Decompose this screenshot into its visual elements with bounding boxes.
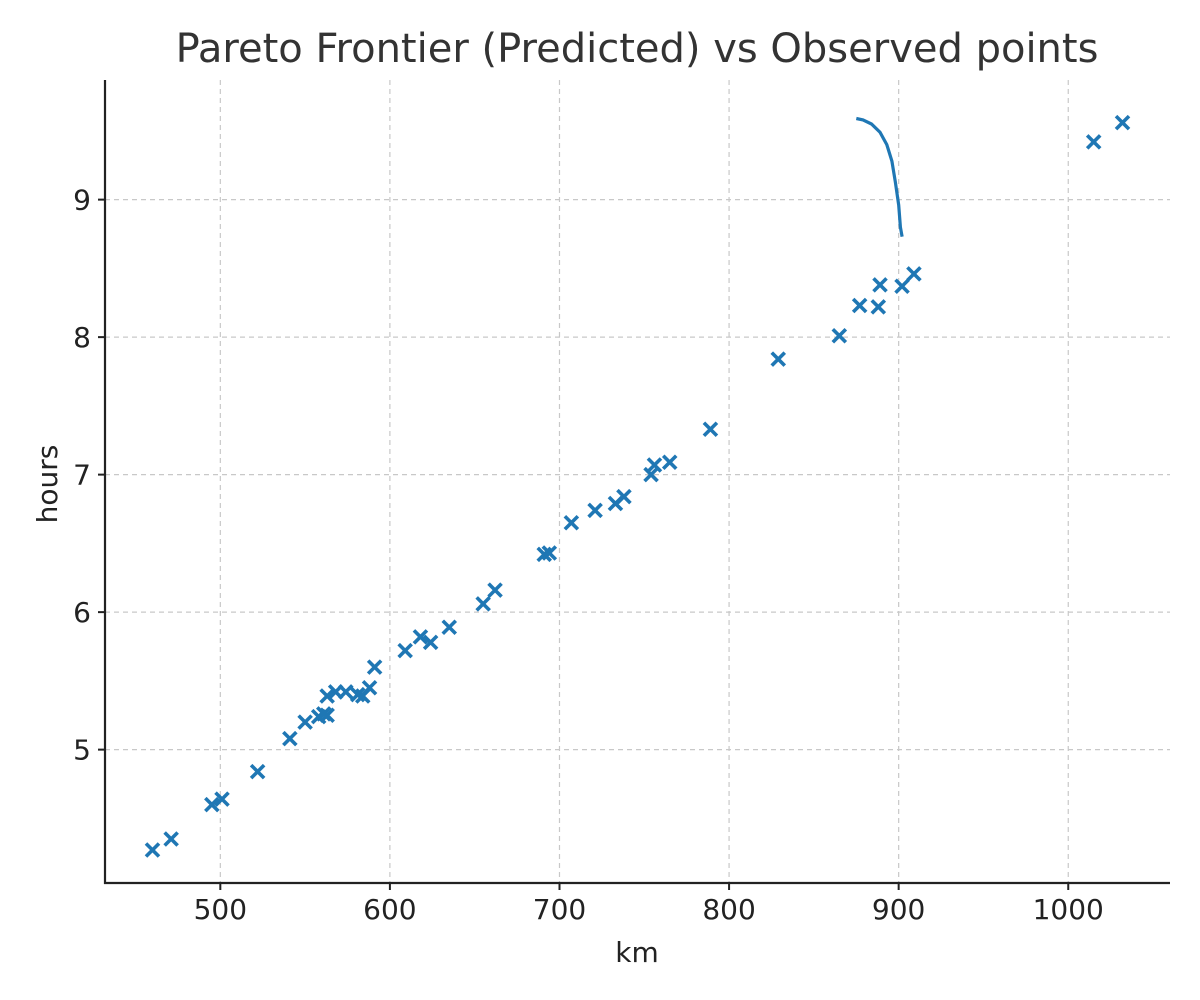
observed-point xyxy=(422,634,439,651)
observed-point xyxy=(616,488,632,505)
observed-point xyxy=(163,831,179,847)
marker-stroke xyxy=(872,277,888,293)
marker-stroke xyxy=(397,642,413,659)
marker-stroke xyxy=(204,796,220,813)
marker-stroke xyxy=(214,791,230,807)
marker-stroke xyxy=(643,466,659,483)
marker-stroke xyxy=(249,763,266,780)
observed-point xyxy=(541,545,558,561)
marker-stroke xyxy=(870,299,887,315)
marker-stroke xyxy=(616,488,632,505)
marker-stroke xyxy=(144,842,161,858)
marker-stroke xyxy=(366,659,383,675)
chart-title: Pareto Frontier (Predicted) vs Observed … xyxy=(176,26,1099,72)
x-tick-label: 1000 xyxy=(1033,893,1104,926)
marker-stroke xyxy=(361,679,378,696)
y-tick-label: 9 xyxy=(73,184,91,217)
marker-stroke xyxy=(297,714,313,730)
x-tick-label: 900 xyxy=(872,893,925,926)
marker-stroke xyxy=(475,596,491,612)
observed-point xyxy=(144,842,161,858)
observed-point xyxy=(851,297,868,314)
y-tick-label: 8 xyxy=(73,321,91,354)
observed-point xyxy=(894,278,910,295)
observed-point xyxy=(397,642,413,659)
marker-stroke xyxy=(282,730,298,747)
marker-stroke xyxy=(412,629,429,645)
observed-point xyxy=(872,277,888,293)
marker-stroke xyxy=(702,421,719,438)
marker-stroke xyxy=(319,707,335,724)
marker-stroke xyxy=(338,684,354,700)
observed-point xyxy=(643,466,659,483)
observed-point xyxy=(831,327,848,344)
observed-point xyxy=(1085,134,1102,150)
observed-point xyxy=(770,351,787,367)
observed-point xyxy=(366,659,383,675)
x-axis-label: km xyxy=(615,936,659,969)
observed-point xyxy=(870,299,887,315)
marker-stroke xyxy=(831,327,848,344)
observed-point xyxy=(441,619,458,636)
frontier-layer xyxy=(855,116,904,237)
y-tick-label: 6 xyxy=(73,596,91,629)
observed-point xyxy=(661,454,678,471)
observed-point xyxy=(487,582,503,598)
observed-point xyxy=(319,707,335,724)
observed-point xyxy=(475,596,491,612)
marker-stroke xyxy=(770,351,787,367)
marker-stroke xyxy=(894,278,910,295)
marker-stroke xyxy=(319,688,335,704)
marker-stroke xyxy=(422,634,439,651)
observed-points xyxy=(144,114,1131,858)
x-ticks: 500 600 700 800 900 1000 xyxy=(194,883,1104,926)
marker-stroke xyxy=(851,297,868,314)
observed-point xyxy=(412,629,429,645)
observed-point xyxy=(214,791,230,807)
observed-point xyxy=(587,502,603,519)
marker-stroke xyxy=(646,457,663,473)
marker-stroke xyxy=(349,686,366,703)
y-ticks: 5 6 7 8 9 xyxy=(73,184,105,767)
observed-point xyxy=(361,679,378,696)
observed-point xyxy=(646,457,663,473)
observed-point xyxy=(338,684,354,700)
axes xyxy=(103,80,1170,885)
observed-point xyxy=(702,421,719,438)
observed-point xyxy=(1114,114,1131,131)
pareto-frontier-line xyxy=(855,116,904,237)
grid xyxy=(105,80,1170,883)
x-tick-label: 800 xyxy=(702,893,755,926)
observed-point xyxy=(282,730,298,747)
x-tick-label: 600 xyxy=(363,893,416,926)
observed-point xyxy=(204,796,220,813)
marker-stroke xyxy=(163,831,179,847)
observed-point xyxy=(319,688,335,704)
marker-stroke xyxy=(1085,134,1102,150)
marker-stroke xyxy=(563,514,580,531)
observed-point xyxy=(906,266,922,282)
x-tick-label: 500 xyxy=(194,893,247,926)
observed-point xyxy=(249,763,266,780)
marker-stroke xyxy=(541,545,558,561)
marker-stroke xyxy=(1114,114,1131,131)
x-tick-label: 700 xyxy=(533,893,586,926)
marker-stroke xyxy=(487,582,503,598)
y-axis-label: hours xyxy=(31,445,64,524)
marker-stroke xyxy=(906,266,922,282)
marker-stroke xyxy=(587,502,603,519)
y-tick-label: 5 xyxy=(73,734,91,767)
y-tick-label: 7 xyxy=(73,459,91,492)
marker-stroke xyxy=(441,619,458,636)
observed-point xyxy=(563,514,580,531)
observed-point xyxy=(297,714,313,730)
marker-stroke xyxy=(661,454,678,471)
